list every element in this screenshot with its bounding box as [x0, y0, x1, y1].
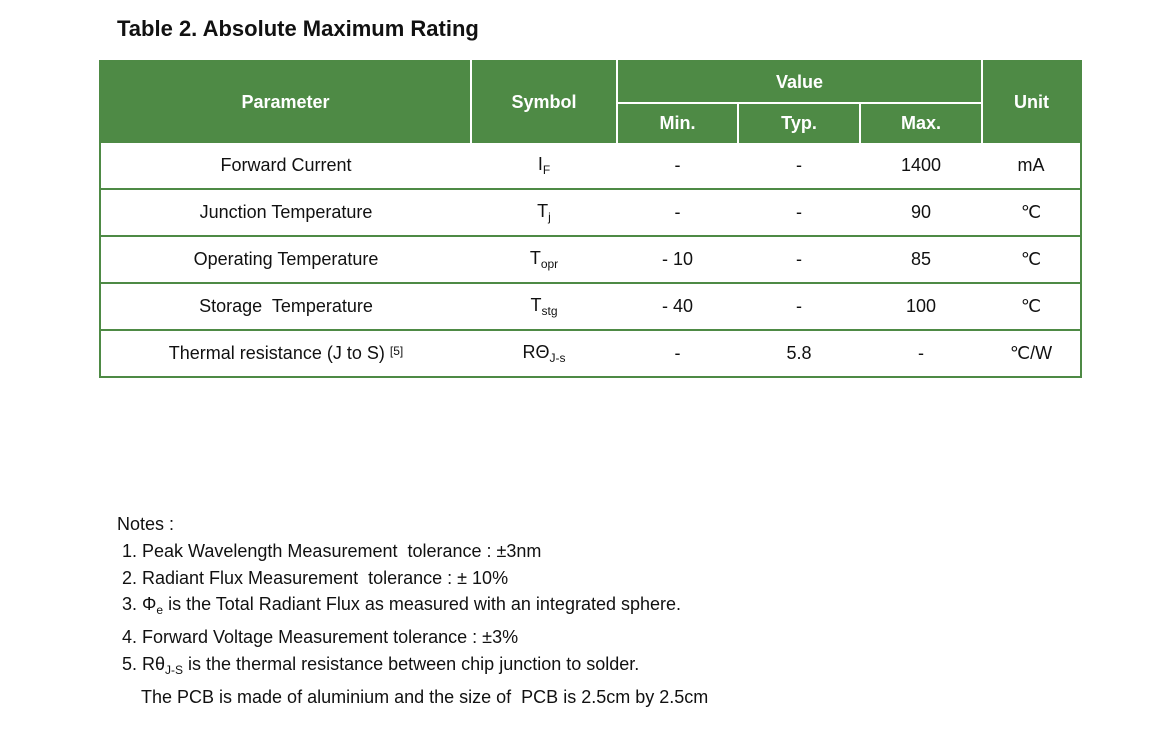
cell-typ: -: [796, 155, 802, 175]
table-row: Operating Temperature Topr - 10 - 85 ℃: [100, 235, 1081, 283]
cell-typ: 5.8: [738, 329, 860, 377]
note-5: 5. RθJ-S is the thermal resistance betwe…: [122, 653, 640, 677]
table-title: Table 2. Absolute Maximum Rating: [117, 16, 479, 41]
cell-parameter: Operating Temperature: [100, 235, 471, 283]
header-parameter: Parameter: [100, 61, 471, 143]
cell-max: 90: [860, 188, 982, 236]
header-unit: Unit: [981, 61, 1081, 143]
cell-symbol: RΘJ-s: [471, 329, 617, 377]
note-2: 2. Radiant Flux Measurement tolerance : …: [122, 567, 509, 588]
cell-typ: -: [738, 282, 860, 330]
header-typ: Typ.: [737, 102, 860, 143]
note-4: 4. Forward Voltage Measurement tolerance…: [122, 627, 519, 648]
table-row: Forward Current IF - - 1400 mA: [100, 143, 1081, 189]
cell-symbol: IF: [537, 154, 551, 177]
cell-symbol: Tstg: [471, 282, 617, 330]
notes-section: Notes : 1. Peak Wavelength Measurement t…: [117, 511, 708, 711]
table-row: Junction Temperature Tj - - 90 ℃: [100, 188, 1081, 236]
header-max: Max.: [859, 102, 982, 143]
header-symbol: Symbol: [470, 61, 617, 143]
cell-max: 100: [860, 282, 982, 330]
cell-max: 1400: [900, 155, 942, 175]
cell-min: - 40: [617, 282, 738, 330]
cell-min: - 10: [617, 235, 738, 283]
cell-parameter: Thermal resistance (J to S) [5]: [100, 329, 471, 377]
cell-parameter: Forward Current: [220, 155, 352, 175]
cell-parameter: Storage Temperature: [100, 282, 471, 330]
table-row: Storage Temperature Tstg - 40 - 100 ℃: [100, 282, 1081, 330]
cell-unit: ℃: [982, 188, 1081, 236]
table-row: Thermal resistance (J to S) [5] RΘJ-s - …: [100, 329, 1081, 377]
header-value: Value: [616, 61, 982, 103]
cell-typ: -: [738, 235, 860, 283]
cell-symbol: Topr: [471, 235, 617, 283]
cell-symbol: Tj: [471, 188, 617, 236]
note-3: 3. Φe is the Total Radiant Flux as measu…: [122, 594, 682, 618]
cell-min: -: [674, 155, 681, 175]
cell-typ: -: [738, 188, 860, 236]
cell-max: 85: [860, 235, 982, 283]
cell-unit: mA: [1017, 155, 1045, 175]
cell-unit: ℃: [982, 282, 1081, 330]
cell-parameter: Junction Temperature: [100, 188, 471, 236]
note-5-continuation: The PCB is made of aluminium and the siz…: [141, 686, 709, 707]
reference-mark: [5]: [389, 344, 404, 358]
cell-min: -: [617, 188, 738, 236]
notes-heading: Notes :: [117, 514, 175, 534]
cell-min: -: [617, 329, 738, 377]
cell-unit: ℃/W: [982, 329, 1081, 377]
header-min: Min.: [616, 102, 738, 143]
absolute-maximum-rating-table: Parameter Symbol Value Unit Min. Typ. Ma…: [99, 60, 1082, 378]
cell-max: -: [860, 329, 982, 377]
cell-unit: ℃: [982, 235, 1081, 283]
note-1: 1. Peak Wavelength Measurement tolerance…: [122, 540, 542, 561]
